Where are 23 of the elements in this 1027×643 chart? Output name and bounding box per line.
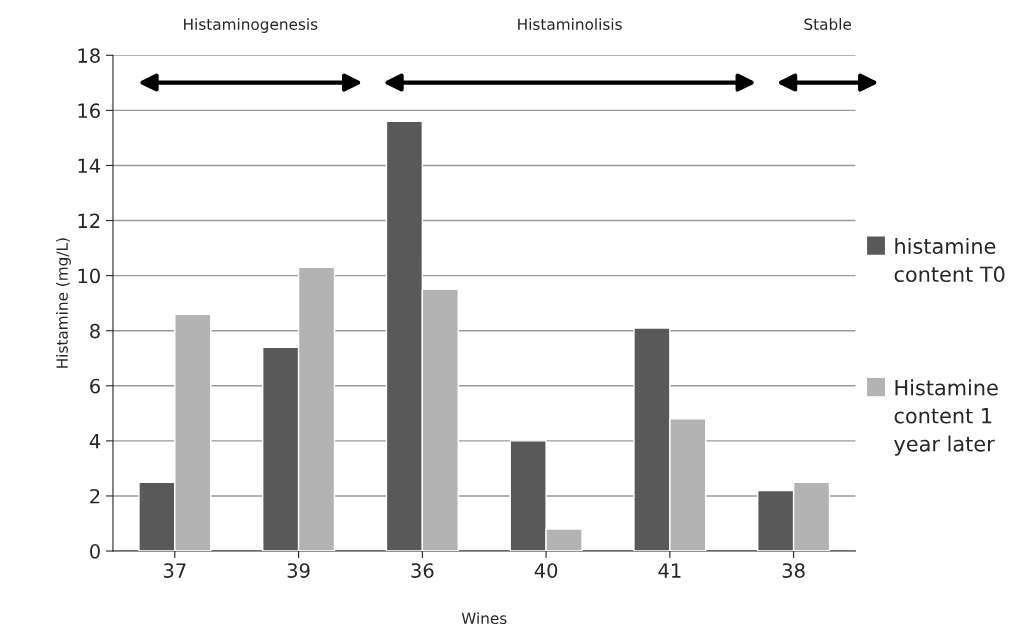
text: Stable bbox=[804, 18, 852, 30]
y-tick-label: 10 bbox=[78, 268, 100, 284]
legend-label: Histamine content 1 year later bbox=[894, 379, 998, 456]
y-axis-title: Histamine (mg/L) bbox=[56, 238, 71, 368]
y-tick-label: 18 bbox=[78, 48, 100, 63]
y-tick-label: 16 bbox=[78, 103, 100, 119]
x-tick-label: 36 bbox=[411, 563, 434, 578]
y-tick-label: 2 bbox=[90, 488, 100, 504]
legend-label: histamine content T0 bbox=[894, 237, 1005, 283]
x-tick-label: 40 bbox=[534, 563, 558, 578]
x-tick-label: 39 bbox=[287, 563, 310, 578]
x-tick-label: 37 bbox=[163, 563, 186, 578]
y-tick-label: 6 bbox=[90, 378, 100, 394]
y-tick-label: 0 bbox=[90, 544, 100, 559]
x-tick-label: 41 bbox=[658, 563, 681, 578]
text: Histaminogenesis bbox=[184, 18, 318, 33]
y-tick-label: 14 bbox=[78, 158, 101, 173]
y-tick-label: 8 bbox=[90, 323, 100, 339]
y-tick-label: 4 bbox=[89, 434, 101, 449]
text: Histaminolisis bbox=[518, 18, 622, 30]
y-tick-label: 12 bbox=[78, 213, 100, 228]
x-axis-title: Wines bbox=[461, 612, 507, 625]
x-tick-label: 38 bbox=[782, 563, 805, 578]
